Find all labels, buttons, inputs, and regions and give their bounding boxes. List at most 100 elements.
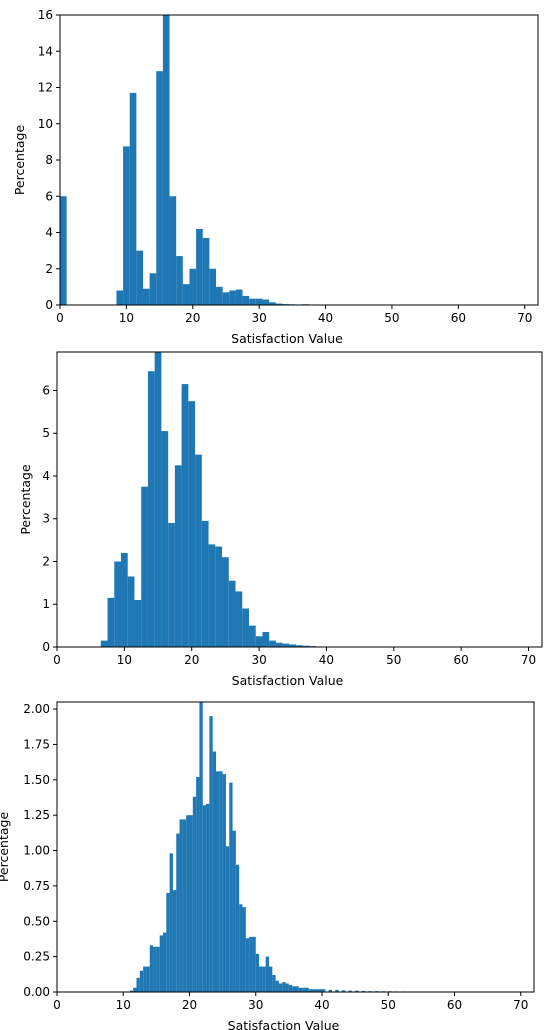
histogram-3-bar [348, 990, 352, 992]
histogram-3-bar [196, 776, 200, 992]
histogram-3-bar [288, 984, 293, 992]
histogram-2-bar [181, 384, 189, 647]
histogram-3-bar [225, 846, 230, 992]
histogram-3-bar [222, 774, 226, 992]
histogram-1-bar [142, 288, 150, 305]
histogram-2-bar [255, 636, 263, 647]
histogram-3-bar [156, 946, 160, 992]
x-tick-label: 10 [116, 998, 131, 1012]
histogram-2-bar [228, 580, 236, 647]
histogram-3-bar [355, 990, 359, 992]
histogram-3-bar [245, 938, 250, 992]
histogram-3-bar [206, 803, 210, 992]
histogram-1-bar [249, 298, 256, 305]
histogram-1-bar [176, 256, 183, 305]
histogram-3-bar [252, 936, 256, 992]
histogram-3-bar [176, 833, 180, 992]
histogram-1-bar [129, 92, 137, 305]
y-tick-label: 1.75 [23, 737, 50, 751]
x-axis-label: Satisfaction Value [228, 1018, 340, 1030]
histogram-3-bar [302, 987, 306, 992]
histogram-3-bar [229, 782, 233, 992]
y-tick-label: 0.75 [23, 879, 50, 893]
histogram-1-bar [162, 15, 170, 305]
x-tick-label: 10 [119, 311, 134, 325]
x-tick-label: 60 [454, 653, 469, 667]
x-tick-label: 30 [251, 653, 266, 667]
histogram-2-bar [275, 642, 283, 647]
histogram-1-bar [60, 196, 67, 305]
histogram-2-bar [127, 576, 135, 647]
histogram-3-bar [166, 892, 170, 992]
histogram-2-bar [208, 544, 216, 647]
histogram-2-bar [201, 520, 209, 647]
histogram-1-bar [222, 292, 230, 305]
y-tick-label: 4 [45, 226, 53, 240]
histogram-3-bar [262, 966, 266, 992]
y-tick-label: 12 [38, 81, 53, 95]
x-tick-label: 0 [53, 653, 61, 667]
histogram-1-bar [149, 273, 157, 305]
histogram-3-bar [305, 987, 309, 992]
x-tick-label: 0 [56, 311, 64, 325]
histogram-2-bar [248, 625, 256, 647]
histogram-1-bar [275, 303, 283, 305]
x-tick-label: 40 [318, 311, 333, 325]
histogram-2-bar [242, 608, 249, 647]
histogram-2-bar [215, 546, 223, 647]
histogram-2-bar [296, 645, 303, 647]
histogram-3-bar [312, 989, 316, 992]
histogram-1-bar [242, 295, 250, 305]
x-tick-label: 0 [53, 998, 61, 1012]
histogram-3-bar [269, 966, 273, 992]
y-tick-label: 16 [38, 8, 53, 22]
x-tick-label: 20 [184, 653, 199, 667]
histogram-1-bar [136, 250, 143, 306]
y-axis-label: Percentage [12, 125, 27, 196]
x-tick-label: 30 [248, 998, 263, 1012]
histogram-3-bar [335, 989, 339, 992]
x-tick-label: 50 [386, 653, 401, 667]
x-tick-label: 50 [381, 998, 396, 1012]
x-tick-label: 70 [517, 311, 532, 325]
histogram-2-bar [269, 640, 276, 647]
histogram-1-bar [123, 146, 130, 305]
y-tick-label: 8 [45, 153, 53, 167]
histogram-3-bar [169, 853, 173, 992]
x-tick-label: 20 [185, 311, 200, 325]
histogram-2-bar [154, 352, 162, 647]
histogram-3-bar [255, 953, 260, 992]
x-tick-label: 40 [319, 653, 334, 667]
y-tick-label: 1 [42, 597, 50, 611]
histogram-1-bar [262, 299, 270, 305]
histogram-3-bar [275, 980, 279, 992]
y-tick-label: 4 [42, 469, 50, 483]
x-tick-label: 50 [384, 311, 399, 325]
y-tick-label: 2 [45, 262, 53, 276]
histogram-2-bar [100, 640, 108, 647]
y-tick-label: 0.25 [23, 950, 50, 964]
histogram-2-bar [262, 632, 270, 647]
plot-2-frame [56, 351, 543, 648]
histogram-2-bar [282, 643, 290, 647]
histogram-3-bar [292, 986, 296, 992]
histogram-2-bar [222, 557, 229, 647]
histogram-3-bar [249, 936, 253, 992]
y-tick-label: 1.50 [23, 773, 50, 787]
histogram-2-bar [235, 591, 243, 647]
histogram-3-bar [219, 771, 223, 992]
histogram-2-bar [289, 644, 297, 647]
histogram-3-bar [239, 904, 243, 992]
histogram-1-bar [216, 286, 223, 306]
x-tick-label: 30 [252, 311, 267, 325]
histogram-2-bar [195, 454, 202, 647]
x-tick-label: 70 [521, 653, 536, 667]
histogram-3-bar [212, 751, 216, 992]
histogram-3-bar [308, 989, 313, 992]
x-tick-label: 40 [314, 998, 329, 1012]
histogram-2-bar [107, 597, 115, 647]
histogram-3-bar [318, 989, 322, 992]
histogram-2-bar [168, 523, 175, 647]
histogram-3-bar [235, 864, 240, 992]
y-tick-label: 2 [42, 554, 50, 568]
